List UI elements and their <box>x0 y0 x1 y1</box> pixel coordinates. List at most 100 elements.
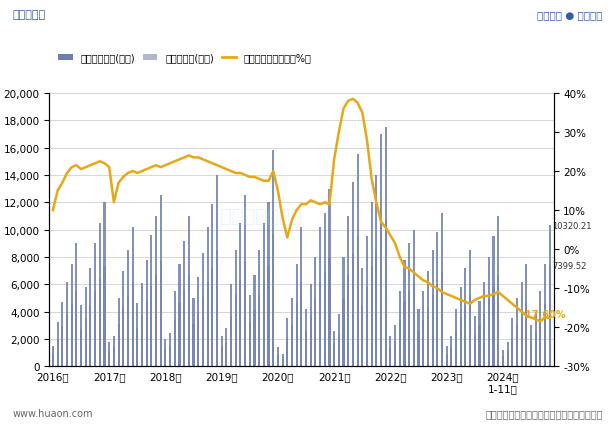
Bar <box>328 189 330 366</box>
Bar <box>418 331 419 366</box>
Bar <box>296 304 298 366</box>
Bar <box>286 319 288 366</box>
Bar <box>413 230 415 366</box>
Bar <box>291 298 293 366</box>
Bar <box>296 264 298 366</box>
Bar <box>511 338 514 366</box>
Bar <box>66 282 68 366</box>
Bar <box>85 287 87 366</box>
Legend: 房地产投资额(亿元), 住宅投资额(亿元), 房地产投资额增速（%）: 房地产投资额(亿元), 住宅投资额(亿元), 房地产投资额增速（%） <box>54 49 315 67</box>
Bar <box>141 283 143 366</box>
Bar <box>99 223 101 366</box>
Bar <box>239 223 242 366</box>
Bar <box>459 317 462 366</box>
Bar <box>155 275 157 366</box>
Bar <box>380 135 382 366</box>
Bar <box>338 314 340 366</box>
Bar <box>150 236 153 366</box>
Bar <box>113 337 115 366</box>
Bar <box>399 320 401 366</box>
Bar <box>520 282 523 366</box>
Bar <box>239 279 242 366</box>
Bar <box>57 339 58 366</box>
Text: -17.60%: -17.60% <box>522 309 566 319</box>
Bar <box>352 255 354 366</box>
Bar <box>117 298 120 366</box>
Bar <box>202 253 204 366</box>
Bar <box>343 299 344 366</box>
Bar <box>169 334 171 366</box>
Bar <box>57 323 58 366</box>
Bar <box>150 286 153 366</box>
Bar <box>511 319 514 366</box>
Bar <box>478 325 480 366</box>
Bar <box>244 262 246 366</box>
Bar <box>268 267 269 366</box>
Bar <box>103 267 106 366</box>
Bar <box>282 359 284 366</box>
Bar <box>427 308 429 366</box>
Bar <box>328 257 330 366</box>
Bar <box>441 272 443 366</box>
Bar <box>478 301 480 366</box>
Bar <box>178 264 181 366</box>
Bar <box>272 234 274 366</box>
Bar <box>137 328 138 366</box>
Bar <box>211 204 213 366</box>
Bar <box>446 346 448 366</box>
Bar <box>207 227 208 366</box>
Bar <box>52 346 54 366</box>
Bar <box>192 298 194 366</box>
Bar <box>263 223 265 366</box>
Bar <box>530 341 532 366</box>
Bar <box>188 216 190 366</box>
Bar <box>319 282 321 366</box>
Bar <box>258 250 260 366</box>
Bar <box>497 216 499 366</box>
Bar <box>371 203 373 366</box>
Bar <box>427 271 429 366</box>
Bar <box>450 337 453 366</box>
Bar <box>305 331 307 366</box>
Bar <box>469 296 471 366</box>
Bar <box>539 320 541 366</box>
Bar <box>122 308 124 366</box>
Bar <box>549 226 551 366</box>
Bar <box>488 299 490 366</box>
Bar <box>361 306 363 366</box>
Bar <box>333 331 335 366</box>
Bar <box>89 306 92 366</box>
Bar <box>277 347 279 366</box>
Bar <box>389 348 392 366</box>
Bar <box>202 297 204 366</box>
Bar <box>319 227 321 366</box>
Bar <box>52 354 54 366</box>
Bar <box>384 221 387 366</box>
Bar <box>263 279 265 366</box>
Bar <box>516 325 518 366</box>
Bar <box>282 354 284 366</box>
Bar <box>300 282 303 366</box>
Bar <box>178 304 181 366</box>
Bar <box>539 291 541 366</box>
Bar <box>375 250 378 366</box>
Bar <box>183 241 185 366</box>
Bar <box>80 330 82 366</box>
Bar <box>235 250 237 366</box>
Bar <box>394 325 396 366</box>
Bar <box>310 285 312 366</box>
Bar <box>323 214 326 366</box>
Bar <box>75 244 77 366</box>
Bar <box>207 282 208 366</box>
Bar <box>160 262 162 366</box>
Bar <box>216 176 218 366</box>
Bar <box>507 351 509 366</box>
Bar <box>108 342 110 366</box>
Bar <box>432 296 434 366</box>
Bar <box>446 354 448 366</box>
Bar <box>117 324 120 366</box>
Bar <box>305 309 307 366</box>
Bar <box>253 311 256 366</box>
Bar <box>422 320 424 366</box>
Bar <box>132 227 133 366</box>
